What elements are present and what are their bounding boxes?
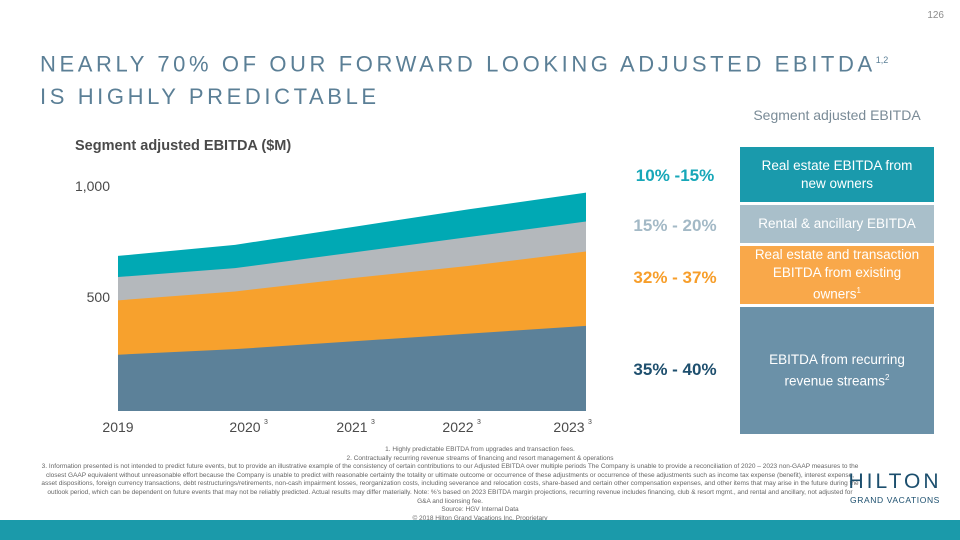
ebitda-area-chart: 1,000 500 2019 2020 3 2021 3 2022 3 2023 3 bbox=[75, 178, 592, 435]
segment-box-recurring-revenue: EBITDA from recurring revenue streams2 bbox=[740, 307, 934, 434]
copyright: © 2018 Hilton Grand Vacations Inc. Propr… bbox=[412, 514, 548, 522]
pct-existing-owners: 32% - 37% bbox=[633, 268, 717, 287]
segment-box-new-owners: Real estate EBITDA from new owners bbox=[740, 147, 934, 202]
segment-label: Real estate and transaction EBITDA from … bbox=[754, 247, 920, 302]
hilton-grand-vacations-logo: HILTON GRAND VACATIONS bbox=[840, 470, 950, 505]
segment-label: Rental & ancillary EBITDA bbox=[758, 216, 916, 231]
x-tick-label: 2022 bbox=[442, 419, 473, 435]
x-tick-footnote-ref: 3 bbox=[477, 419, 481, 426]
segment-footnote-ref: 2 bbox=[885, 372, 890, 382]
footnotes: 1. Highly predictable EBITDA from upgrad… bbox=[0, 446, 960, 523]
footnote-1: 1. Highly predictable EBITDA from upgrad… bbox=[385, 446, 575, 453]
segment-box-existing-owners: Real estate and transaction EBITDA from … bbox=[740, 246, 934, 304]
pct-recurring-revenue: 35% - 40% bbox=[633, 360, 717, 379]
area-series-0 bbox=[118, 325, 586, 411]
segment-footnote-ref: 1 bbox=[856, 286, 861, 296]
x-tick-label: 2021 bbox=[336, 419, 367, 435]
segment-label: EBITDA from recurring revenue streams bbox=[769, 351, 905, 389]
x-tick-label: 2020 bbox=[229, 419, 260, 435]
x-tick-label: 2019 bbox=[102, 419, 133, 435]
pct-new-owners: 10% -15% bbox=[635, 166, 715, 185]
segment-box-rental-ancillary: Rental & ancillary EBITDA bbox=[740, 205, 934, 243]
page-title: NEARLY 70% OF OUR FORWARD LOOKING ADJUST… bbox=[40, 51, 889, 110]
title-footnote-ref: 1,2 bbox=[875, 55, 889, 65]
source-note: Source: HGV Internal Data bbox=[441, 506, 519, 514]
x-tick-label: 2023 bbox=[553, 419, 584, 435]
x-tick-footnote-ref: 3 bbox=[371, 419, 375, 426]
pct-rental-ancillary: 15% - 20% bbox=[633, 216, 717, 235]
page-number: 126 bbox=[927, 10, 944, 21]
segment-label: Real estate EBITDA from new owners bbox=[761, 157, 913, 191]
x-tick-footnote-ref: 3 bbox=[588, 419, 592, 426]
chart-title: Segment adjusted EBITDA ($M) bbox=[75, 138, 292, 154]
footnote-3: 3. Information presented is not intended… bbox=[41, 463, 859, 505]
segment-header: Segment adjusted EBITDA bbox=[753, 107, 921, 123]
y-tick-label: 500 bbox=[87, 289, 111, 305]
x-tick-footnote-ref: 3 bbox=[264, 419, 268, 426]
footnote-2: 2. Contractually recurring revenue strea… bbox=[346, 454, 614, 462]
logo-main-text: HILTON bbox=[848, 470, 942, 493]
bottom-bar bbox=[0, 520, 960, 540]
logo-sub-text: GRAND VACATIONS bbox=[850, 495, 940, 505]
y-tick-label: 1,000 bbox=[75, 178, 110, 194]
